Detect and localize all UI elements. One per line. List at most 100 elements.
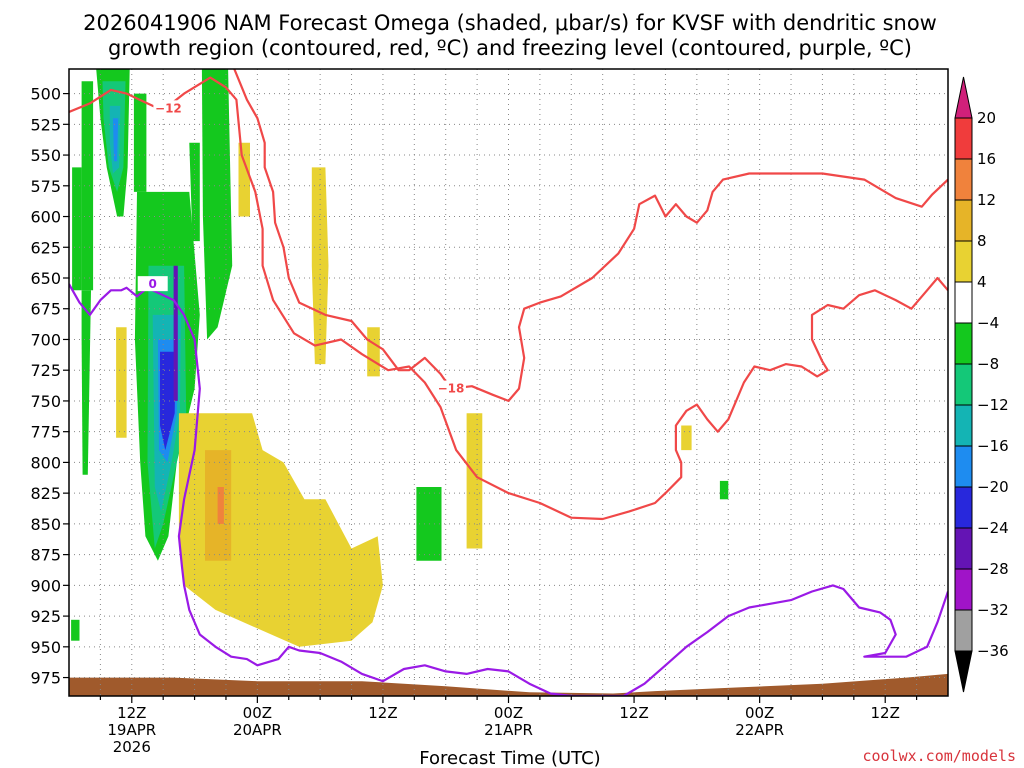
x-tick-label: 22APR <box>735 721 784 739</box>
omega-region-0 <box>81 81 94 291</box>
contour-label-bg <box>435 380 466 396</box>
omega-region-23 <box>466 413 483 549</box>
omega-region-18 <box>71 619 80 641</box>
y-tick-label: 500 <box>30 85 61 104</box>
plot-background <box>69 69 948 696</box>
ground-surface <box>69 673 948 696</box>
x-tick-label: 21APR <box>484 721 533 739</box>
temperature-contours: −12 −18 0 <box>69 69 948 696</box>
colorbar-bin <box>954 486 973 529</box>
y-axis: 500 525 550 575 600 625 650 675 700 725 750 775 800 8… <box>30 85 69 688</box>
colorbar-bin <box>954 117 973 160</box>
colorbar-bin <box>954 240 973 283</box>
x-tick-label: 19APR <box>107 721 156 739</box>
x-tick-label: 20APR <box>233 721 282 739</box>
contour-line-2 <box>69 283 948 696</box>
colorbar-label: −24 <box>977 519 1009 537</box>
y-tick-label: 775 <box>30 423 61 442</box>
chart-title-line-2: growth region (contoured, red, ºC) and f… <box>108 36 912 60</box>
y-tick-label: 925 <box>30 607 61 626</box>
colorbar-label: −12 <box>977 396 1009 414</box>
omega-region-20 <box>238 142 250 217</box>
y-tick-label: 525 <box>30 115 61 134</box>
x-axis-label: Forecast Time (UTC) <box>419 748 600 768</box>
x-tick-label: 2026 <box>113 738 151 756</box>
omega-region-16 <box>416 487 442 561</box>
colorbar-label: 8 <box>977 232 987 250</box>
colorbar-bin <box>954 158 973 201</box>
colorbar-bin <box>954 76 973 119</box>
y-tick-label: 725 <box>30 361 61 380</box>
x-tick-label: 12Z <box>619 704 648 722</box>
plot-area: −12 −18 0 <box>68 68 949 697</box>
colorbar-bin <box>954 363 973 406</box>
y-tick-label: 650 <box>30 269 61 288</box>
y-tick-label: 675 <box>30 300 61 319</box>
chart-title-line-1: 2026041906 NAM Forecast Omega (shaded, μ… <box>83 11 937 35</box>
y-tick-label: 850 <box>30 515 61 534</box>
omega-region-2 <box>81 290 91 475</box>
colorbar-bin <box>954 199 973 242</box>
omega-region-6 <box>113 118 119 162</box>
colorbar-label: −16 <box>977 437 1009 455</box>
y-tick-label: 575 <box>30 177 61 196</box>
x-tick-label: 12Z <box>368 704 397 722</box>
x-tick-label: 00Z <box>243 704 272 722</box>
colorbar-label: −4 <box>977 314 999 332</box>
colorbar-bin <box>954 445 973 488</box>
colorbar-bin <box>954 404 973 447</box>
credit-text: coolwx.com/models <box>862 747 1016 765</box>
colorbar-label: 20 <box>977 109 996 127</box>
y-tick-label: 875 <box>30 546 61 565</box>
colorbar-bin <box>954 650 973 693</box>
x-tick-label: 12Z <box>871 704 900 722</box>
contour-label-2: 0 <box>149 277 157 291</box>
colorbar-label: −8 <box>977 355 999 373</box>
omega-region-7 <box>133 93 147 192</box>
y-tick-label: 625 <box>30 238 61 257</box>
colorbar: 20 16 12 8 4 −4 −8 −12 −16 −20 −24 −28 −32 −36 <box>954 76 1009 693</box>
y-tick-label: 900 <box>30 576 61 595</box>
y-tick-label: 550 <box>30 146 61 165</box>
omega-region-17 <box>719 480 729 500</box>
colorbar-bin <box>954 322 973 365</box>
omega-region-27 <box>217 487 224 524</box>
colorbar-label: −20 <box>977 478 1009 496</box>
y-tick-label: 600 <box>30 208 61 227</box>
contour-label-bg <box>137 276 168 292</box>
colorbar-bin <box>954 568 973 611</box>
omega-region-24 <box>681 425 692 451</box>
colorbar-bin <box>954 281 973 324</box>
contour-line-0 <box>69 76 948 521</box>
x-tick-label: 12Z <box>117 704 146 722</box>
y-tick-label: 825 <box>30 484 61 503</box>
colorbar-label: 16 <box>977 150 996 168</box>
x-tick-label: 00Z <box>494 704 523 722</box>
contour-label-0: −12 <box>155 101 182 115</box>
omega-region-22 <box>367 327 380 377</box>
contour-line-1 <box>233 69 948 402</box>
omega-region-1 <box>72 167 82 291</box>
colorbar-label: 4 <box>977 273 987 291</box>
y-tick-label: 950 <box>30 638 61 657</box>
colorbar-label: −36 <box>977 642 1009 660</box>
colorbar-bin <box>954 609 973 652</box>
y-tick-label: 750 <box>30 392 61 411</box>
colorbar-label: 12 <box>977 191 996 209</box>
omega-region-15 <box>189 142 200 242</box>
x-tick-label: 00Z <box>745 704 774 722</box>
omega-region-14 <box>201 69 233 340</box>
y-tick-label: 700 <box>30 330 61 349</box>
colorbar-label: −32 <box>977 601 1009 619</box>
omega-region-13 <box>173 265 178 401</box>
y-tick-label: 800 <box>30 453 61 472</box>
colorbar-label: −28 <box>977 560 1009 578</box>
colorbar-bin <box>954 527 973 570</box>
contour-label-bg <box>153 100 184 116</box>
ground-layer <box>69 673 948 696</box>
omega-region-12 <box>160 351 176 451</box>
omega-region-19 <box>116 327 127 438</box>
y-tick-label: 975 <box>30 669 61 688</box>
